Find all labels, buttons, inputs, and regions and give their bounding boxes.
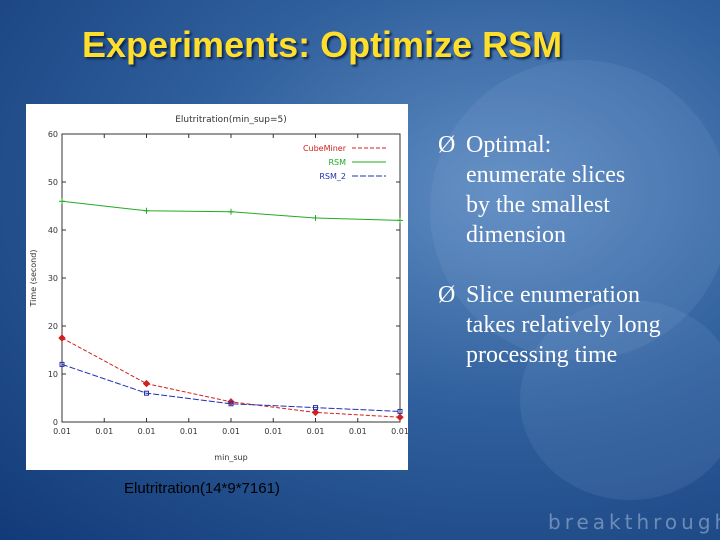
data-point-cubeminer: [311, 408, 320, 417]
x-tick-label: 0.01: [264, 427, 282, 436]
bullet-line: takes relatively long: [466, 312, 661, 338]
bullet-line: dimension: [466, 222, 566, 248]
bullet-item: Ø Slice enumeration takes relatively lon…: [436, 280, 712, 370]
slide-title: Experiments: Optimize RSM: [82, 24, 563, 65]
chart-svg: Elutritration(min_sup=5) 0 10 20 30 40 50 60 0.0…: [29, 115, 408, 462]
arrow-bullet-icon: Ø: [438, 282, 456, 308]
arrow-bullet-icon: Ø: [438, 132, 456, 158]
series-line-rsm-2: [61, 363, 401, 412]
y-tick-label: 40: [48, 226, 58, 235]
legend-label: RSM: [328, 158, 346, 167]
data-point-rsm-2: [313, 405, 318, 411]
data-point-cubeminer: [58, 334, 66, 342]
bullet-item: Ø Optimal: enumerate slices by the small…: [436, 130, 712, 250]
data-point-rsm-2: [59, 361, 65, 367]
data-point-rsm: [59, 198, 65, 205]
y-tick-label: 60: [48, 130, 58, 139]
line-chart: Elutritration(min_sup=5) 0 10 20 30 40 50 60 0.0…: [26, 104, 408, 470]
bullet-list: Ø Optimal: enumerate slices by the small…: [436, 130, 712, 400]
data-point-rsm-2: [144, 390, 149, 396]
bullet-line: enumerate slices: [466, 162, 626, 188]
y-tick-label: 50: [48, 178, 58, 187]
brand-watermark: breakthrough: [548, 510, 720, 534]
y-tick-label: 10: [48, 370, 58, 379]
y-tick-label: 0: [53, 418, 58, 427]
x-tick-label: 0.01: [138, 427, 156, 436]
bullet-line: by the smallest: [466, 192, 610, 218]
bullet-line: processing time: [466, 342, 618, 368]
data-point-rsm: [312, 215, 319, 221]
bullet-line: Optimal:: [466, 132, 552, 158]
dataset-caption: Elutritration(14*9*7161): [124, 480, 280, 497]
data-point-rsm: [397, 217, 403, 224]
plot-frame: [61, 133, 401, 423]
data-point-rsm: [143, 207, 150, 214]
x-axis-label: min_sup: [214, 453, 247, 462]
y-tick-label: 30: [48, 274, 58, 283]
background-glow: [520, 300, 720, 500]
x-tick-label: 0.01: [391, 427, 408, 436]
legend-label: CubeMiner: [303, 144, 347, 153]
data-point-rsm-2: [397, 408, 403, 414]
bullet-line: Slice enumeration: [466, 282, 640, 308]
chart-title: Elutritration(min_sup=5): [175, 115, 286, 125]
legend-label: RSM_2: [319, 172, 346, 181]
data-point-rsm-2: [228, 401, 234, 407]
y-axis-label: Time (second): [29, 250, 38, 308]
data-point-cubeminer: [142, 379, 151, 388]
data-point-rsm: [228, 208, 234, 215]
x-tick-label: 0.01: [222, 427, 240, 436]
data-point-cubeminer: [396, 413, 404, 421]
x-tick-label: 0.01: [307, 427, 325, 436]
y-tick-label: 20: [48, 322, 58, 331]
x-tick-label: 0.01: [53, 427, 71, 436]
x-tick-label: 0.01: [349, 427, 367, 436]
x-tick-label: 0.01: [180, 427, 198, 436]
x-tick-label: 0.01: [95, 427, 113, 436]
background-glow: [430, 60, 720, 360]
